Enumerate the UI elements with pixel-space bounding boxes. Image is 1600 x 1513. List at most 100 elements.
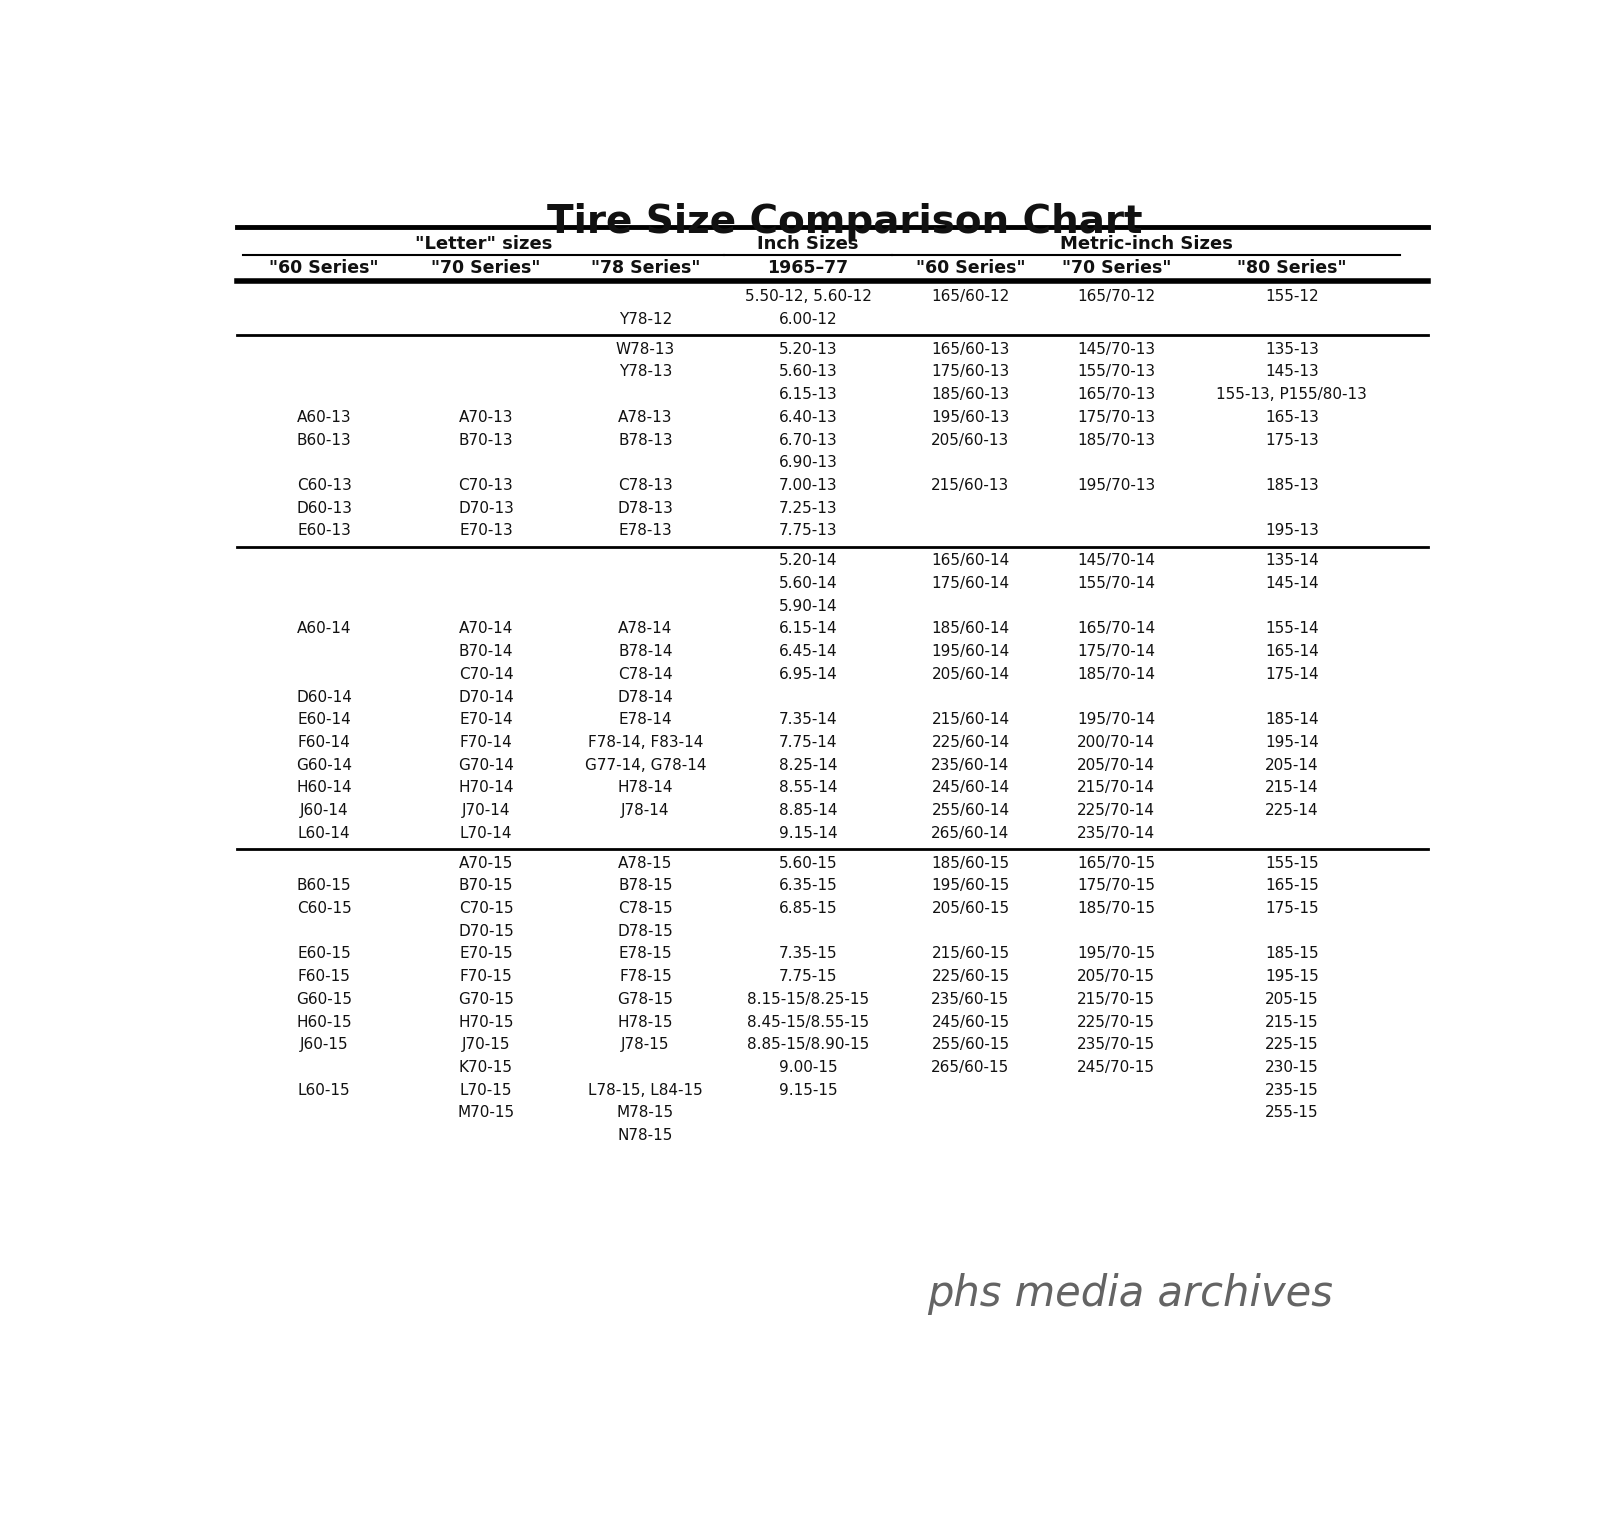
Text: 175/60-14: 175/60-14	[931, 576, 1010, 592]
Text: 245/70-15: 245/70-15	[1077, 1061, 1155, 1074]
Text: 7.00-13: 7.00-13	[779, 478, 837, 493]
Text: B78-15: B78-15	[618, 878, 672, 893]
Text: 165-15: 165-15	[1266, 878, 1318, 893]
Text: C70-13: C70-13	[459, 478, 514, 493]
Text: 6.35-15: 6.35-15	[779, 878, 837, 893]
Text: 215/60-13: 215/60-13	[931, 478, 1010, 493]
Text: 8.85-14: 8.85-14	[779, 803, 837, 819]
Text: 165/70-12: 165/70-12	[1077, 289, 1155, 304]
Text: 5.60-13: 5.60-13	[779, 365, 837, 380]
Text: 165/70-13: 165/70-13	[1077, 387, 1155, 402]
Text: K70-15: K70-15	[459, 1061, 514, 1074]
Text: E78-13: E78-13	[619, 523, 672, 539]
Text: F78-14, F83-14: F78-14, F83-14	[587, 735, 702, 750]
Text: 235/70-15: 235/70-15	[1077, 1038, 1155, 1052]
Text: D70-14: D70-14	[458, 690, 514, 705]
Text: L70-14: L70-14	[459, 826, 512, 841]
Text: 8.25-14: 8.25-14	[779, 758, 837, 773]
Text: B70-13: B70-13	[459, 433, 514, 448]
Text: B78-14: B78-14	[618, 645, 672, 660]
Text: 185/70-14: 185/70-14	[1077, 667, 1155, 682]
Text: 185-14: 185-14	[1266, 713, 1318, 728]
Text: C60-15: C60-15	[296, 900, 352, 915]
Text: 6.40-13: 6.40-13	[779, 410, 837, 425]
Text: L78-15, L84-15: L78-15, L84-15	[589, 1083, 702, 1098]
Text: 245/60-14: 245/60-14	[931, 781, 1010, 796]
Text: 175-15: 175-15	[1266, 900, 1318, 915]
Text: Tire Size Comparison Chart: Tire Size Comparison Chart	[547, 203, 1142, 241]
Text: 165-13: 165-13	[1266, 410, 1318, 425]
Text: 155-12: 155-12	[1266, 289, 1318, 304]
Text: F60-14: F60-14	[298, 735, 350, 750]
Text: E60-15: E60-15	[298, 947, 350, 961]
Text: 155-14: 155-14	[1266, 622, 1318, 637]
Text: H78-15: H78-15	[618, 1015, 674, 1029]
Text: E70-15: E70-15	[459, 947, 514, 961]
Text: J78-14: J78-14	[621, 803, 670, 819]
Text: E70-13: E70-13	[459, 523, 514, 539]
Text: 155/70-14: 155/70-14	[1077, 576, 1155, 592]
Text: 195/70-15: 195/70-15	[1077, 947, 1155, 961]
Text: C60-13: C60-13	[296, 478, 352, 493]
Text: 145/70-13: 145/70-13	[1077, 342, 1155, 357]
Text: 6.15-14: 6.15-14	[779, 622, 837, 637]
Text: A60-13: A60-13	[296, 410, 352, 425]
Text: 175/70-15: 175/70-15	[1077, 878, 1155, 893]
Text: 7.35-14: 7.35-14	[779, 713, 837, 728]
Text: 205/70-15: 205/70-15	[1077, 970, 1155, 983]
Text: F70-15: F70-15	[459, 970, 512, 983]
Text: 8.45-15/8.55-15: 8.45-15/8.55-15	[747, 1015, 869, 1029]
Text: 225/60-15: 225/60-15	[931, 970, 1010, 983]
Text: 195-15: 195-15	[1266, 970, 1318, 983]
Text: 155-15: 155-15	[1266, 855, 1318, 870]
Text: 185/60-13: 185/60-13	[931, 387, 1010, 402]
Text: 205/60-14: 205/60-14	[931, 667, 1010, 682]
Text: 215-14: 215-14	[1266, 781, 1318, 796]
Text: 205/60-15: 205/60-15	[931, 900, 1010, 915]
Text: 200/70-14: 200/70-14	[1077, 735, 1155, 750]
Text: Y78-13: Y78-13	[619, 365, 672, 380]
Text: 235/70-14: 235/70-14	[1077, 826, 1155, 841]
Text: 145/70-14: 145/70-14	[1077, 554, 1155, 569]
Text: H60-15: H60-15	[296, 1015, 352, 1029]
Text: D60-14: D60-14	[296, 690, 352, 705]
Text: 265/60-15: 265/60-15	[931, 1061, 1010, 1074]
Text: E60-14: E60-14	[298, 713, 350, 728]
Text: E78-14: E78-14	[619, 713, 672, 728]
Text: H60-14: H60-14	[296, 781, 352, 796]
Text: 255/60-15: 255/60-15	[931, 1038, 1010, 1052]
Text: 165/60-12: 165/60-12	[931, 289, 1010, 304]
Text: "80 Series": "80 Series"	[1237, 259, 1347, 277]
Text: 6.85-15: 6.85-15	[779, 900, 837, 915]
Text: 185-15: 185-15	[1266, 947, 1318, 961]
Text: 230-15: 230-15	[1266, 1061, 1318, 1074]
Text: 185/60-14: 185/60-14	[931, 622, 1010, 637]
Text: 255-15: 255-15	[1266, 1106, 1318, 1121]
Text: 205/60-13: 205/60-13	[931, 433, 1010, 448]
Text: 165/70-14: 165/70-14	[1077, 622, 1155, 637]
Text: 155/70-13: 155/70-13	[1077, 365, 1155, 380]
Text: A70-13: A70-13	[459, 410, 514, 425]
Text: A78-13: A78-13	[618, 410, 672, 425]
Text: G60-15: G60-15	[296, 993, 352, 1006]
Text: 195/70-14: 195/70-14	[1077, 713, 1155, 728]
Text: 225-15: 225-15	[1266, 1038, 1318, 1052]
Text: "60 Series": "60 Series"	[269, 259, 379, 277]
Text: E70-14: E70-14	[459, 713, 514, 728]
Text: 205-14: 205-14	[1266, 758, 1318, 773]
Text: "Letter" sizes: "Letter" sizes	[414, 236, 552, 254]
Text: 195-14: 195-14	[1266, 735, 1318, 750]
Text: E78-15: E78-15	[619, 947, 672, 961]
Text: 225-14: 225-14	[1266, 803, 1318, 819]
Text: B78-13: B78-13	[618, 433, 674, 448]
Text: "70 Series": "70 Series"	[432, 259, 541, 277]
Text: 215/70-15: 215/70-15	[1077, 993, 1155, 1006]
Text: J60-14: J60-14	[299, 803, 349, 819]
Text: G70-15: G70-15	[458, 993, 514, 1006]
Text: 235/60-15: 235/60-15	[931, 993, 1010, 1006]
Text: Y78-12: Y78-12	[619, 312, 672, 327]
Text: 215/60-15: 215/60-15	[931, 947, 1010, 961]
Text: F70-14: F70-14	[459, 735, 512, 750]
Text: 205/70-14: 205/70-14	[1077, 758, 1155, 773]
Text: 165/70-15: 165/70-15	[1077, 855, 1155, 870]
